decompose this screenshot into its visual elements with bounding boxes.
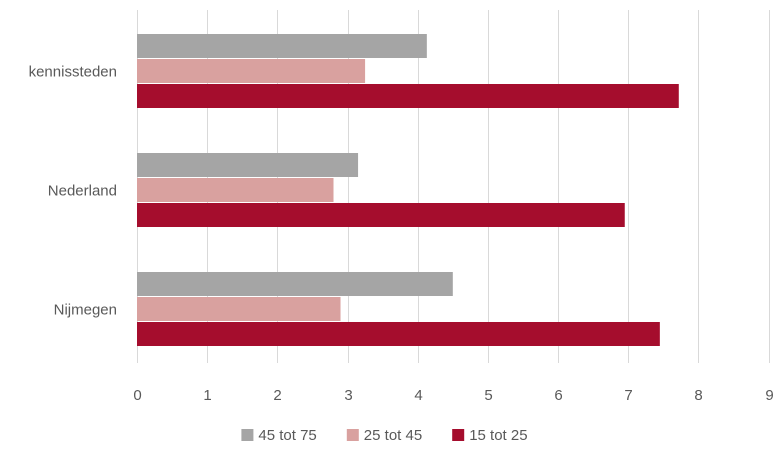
legend: 45 tot 75 25 tot 45 15 tot 25 (241, 427, 528, 444)
category-label: Nederland (48, 183, 117, 200)
x-tick-label: 6 (554, 387, 562, 404)
x-tick-label: 8 (694, 387, 702, 404)
legend-label: 45 tot 75 (258, 427, 316, 444)
category-label: Nijmegen (54, 302, 117, 319)
legend-swatch (452, 429, 465, 441)
legend-swatch (346, 429, 359, 441)
legend-swatch (241, 429, 254, 441)
x-tick-labels: 0 1 2 3 4 5 6 7 8 9 (133, 387, 773, 404)
legend-label: 15 tot 25 (469, 427, 527, 444)
category-labels: kennissteden Nederland Nijmegen (29, 64, 117, 319)
bar-45-tot-75-kennissteden (137, 34, 427, 58)
bar-45-tot-75-Nijmegen (137, 272, 453, 296)
bar-25-tot-45-Nijmegen (137, 297, 341, 321)
bar-25-tot-45-kennissteden (137, 59, 366, 83)
x-tick-label: 1 (203, 387, 211, 404)
bar-15-tot-25-Nijmegen (137, 322, 660, 346)
bar-45-tot-75-Nederland (137, 153, 359, 177)
bar-25-tot-45-Nederland (137, 178, 334, 202)
x-tick-label: 7 (624, 387, 632, 404)
bars (137, 34, 679, 346)
x-tick-label: 9 (765, 387, 773, 404)
x-tick-label: 5 (484, 387, 492, 404)
legend-label: 25 tot 45 (364, 427, 422, 444)
category-label: kennissteden (29, 64, 117, 81)
x-tick-label: 0 (133, 387, 141, 404)
x-tick-label: 2 (273, 387, 281, 404)
bar-15-tot-25-kennissteden (137, 84, 679, 108)
x-tick-label: 3 (344, 387, 352, 404)
bar-15-tot-25-Nederland (137, 203, 625, 227)
x-tick-label: 4 (414, 387, 422, 404)
